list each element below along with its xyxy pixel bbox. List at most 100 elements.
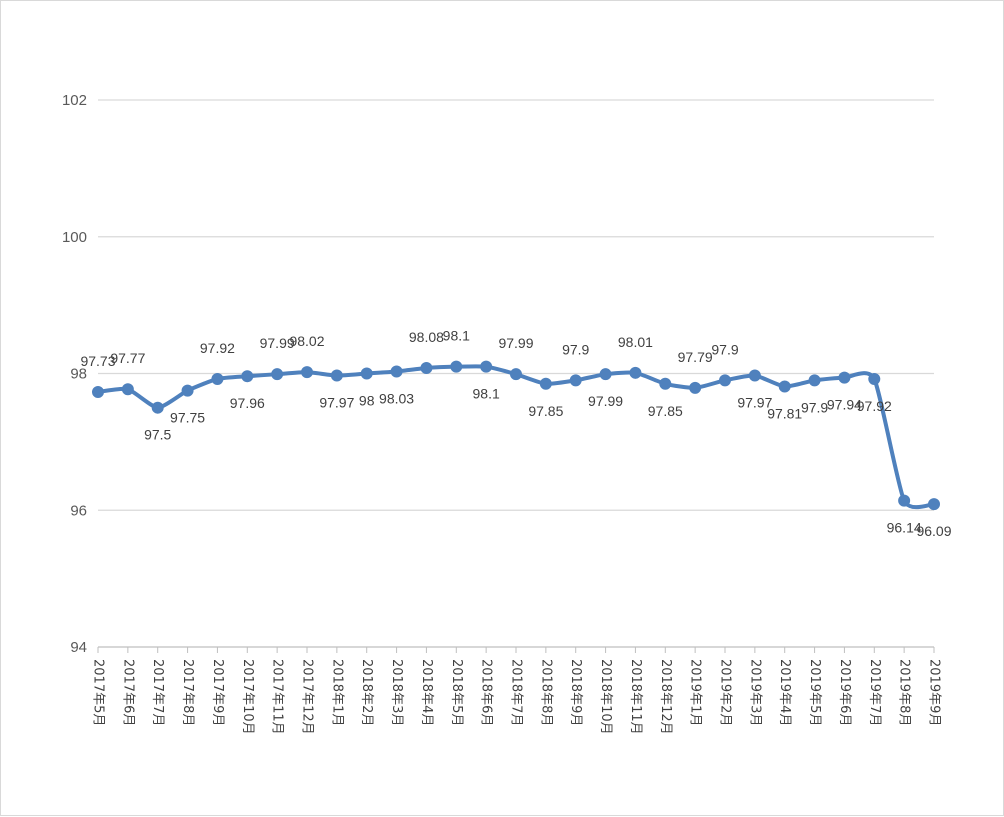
data-point <box>330 369 343 382</box>
data-label: 97.92 <box>857 398 892 414</box>
data-label: 97.85 <box>528 403 563 419</box>
data-label: 97.85 <box>648 403 683 419</box>
data-label: 97.99 <box>588 393 623 409</box>
data-label: 98.1 <box>443 328 470 344</box>
data-label: 98.03 <box>379 390 414 406</box>
data-point <box>92 385 104 398</box>
data-labels: 97.7397.7797.597.7597.9297.9697.9998.029… <box>80 328 951 539</box>
x-tick-label: 2018年8月 <box>538 659 553 726</box>
series <box>92 360 940 511</box>
data-label: 97.75 <box>170 410 205 426</box>
data-label: 97.99 <box>260 335 295 351</box>
data-point <box>420 362 433 375</box>
x-tick-label: 2018年6月 <box>479 659 494 726</box>
x-tick-label: 2019年1月 <box>688 659 703 726</box>
data-label: 97.77 <box>110 350 145 366</box>
x-tick-label: 2017年12月 <box>300 659 315 735</box>
data-point <box>539 377 552 390</box>
x-tick-label: 2017年6月 <box>120 659 135 726</box>
data-point <box>898 494 911 507</box>
data-label: 97.79 <box>678 349 713 365</box>
y-tick-label: 96 <box>70 502 87 519</box>
x-tick-label: 2019年9月 <box>927 659 942 726</box>
data-label: 97.97 <box>319 395 354 411</box>
data-point <box>360 367 373 380</box>
data-label: 97.81 <box>767 405 802 421</box>
x-tick-label: 2019年3月 <box>747 659 762 726</box>
x-tick-label: 2017年11月 <box>270 659 285 735</box>
x-tick-label: 2018年12月 <box>658 659 673 735</box>
data-point <box>838 371 851 384</box>
y-axis-ticks: 94 96 98 100 102 <box>62 92 87 656</box>
x-tick-label: 2018年1月 <box>329 659 344 726</box>
x-tick-label: 2018年11月 <box>628 659 643 735</box>
data-label: 97.99 <box>498 335 533 351</box>
y-tick-label: 98 <box>70 366 87 383</box>
x-tick-label: 2017年9月 <box>210 659 225 726</box>
data-label: 98.02 <box>289 333 324 349</box>
data-point <box>689 381 702 394</box>
data-point <box>181 384 194 397</box>
data-label: 97.9 <box>562 341 589 357</box>
data-label: 97.92 <box>200 340 235 356</box>
data-label: 97.94 <box>827 397 862 413</box>
data-point <box>719 374 731 387</box>
data-label: 97.96 <box>230 395 265 411</box>
y-tick-label: 94 <box>70 639 87 656</box>
x-tick-label: 2018年3月 <box>389 659 404 726</box>
x-tick-label: 2019年2月 <box>718 659 733 726</box>
data-point <box>121 383 134 396</box>
data-point <box>599 368 612 381</box>
y-tick-label: 102 <box>62 92 87 109</box>
data-point <box>629 366 642 379</box>
data-label: 98.08 <box>409 329 444 345</box>
data-point <box>151 401 164 414</box>
x-tick-label: 2019年7月 <box>867 659 882 726</box>
data-point <box>778 380 791 393</box>
data-point <box>271 368 284 381</box>
y-tick-label: 100 <box>62 229 87 246</box>
x-tick-label: 2018年9月 <box>568 659 583 726</box>
x-tick-label: 2019年4月 <box>777 659 792 726</box>
data-point <box>301 366 313 379</box>
x-axis <box>97 646 935 653</box>
data-label: 97.97 <box>737 395 772 411</box>
data-label: 98.1 <box>473 386 500 402</box>
series-line <box>96 364 936 510</box>
x-tick-label: 2018年10月 <box>598 659 613 735</box>
data-label: 97.9 <box>801 399 828 415</box>
x-tick-label: 2019年5月 <box>807 659 822 726</box>
data-point <box>569 374 582 387</box>
data-point <box>748 369 761 382</box>
data-label: 98 <box>359 393 375 409</box>
x-tick-label: 2019年8月 <box>897 659 912 726</box>
data-point <box>241 370 254 383</box>
data-point <box>390 365 403 378</box>
x-tick-label: 2018年4月 <box>419 659 434 726</box>
data-label: 97.73 <box>80 353 115 369</box>
data-point <box>659 377 672 390</box>
data-point <box>510 368 522 381</box>
data-point <box>211 372 224 385</box>
data-point <box>450 360 463 373</box>
data-point <box>808 374 821 387</box>
x-tick-label: 2017年5月 <box>91 659 106 726</box>
x-tick-label: 2017年8月 <box>180 659 195 726</box>
data-label: 97.5 <box>144 427 171 443</box>
x-tick-label: 2017年10月 <box>240 659 255 735</box>
data-label: 96.09 <box>916 523 951 539</box>
gridlines <box>98 99 934 511</box>
data-label: 96.14 <box>887 520 922 536</box>
data-label: 98.01 <box>618 334 653 350</box>
data-point <box>868 372 881 385</box>
data-point <box>480 360 493 373</box>
x-tick-label: 2017年7月 <box>150 659 165 726</box>
x-axis-ticks: 2017年5月 2017年6月 2017年7月 2017年8月 2017年9月 2017年… <box>91 659 942 735</box>
x-tick-label: 2019年6月 <box>837 659 852 726</box>
data-point <box>928 498 940 511</box>
x-tick-label: 2018年2月 <box>359 659 374 726</box>
data-label: 97.9 <box>711 341 738 357</box>
x-tick-label: 2018年5月 <box>449 659 464 726</box>
